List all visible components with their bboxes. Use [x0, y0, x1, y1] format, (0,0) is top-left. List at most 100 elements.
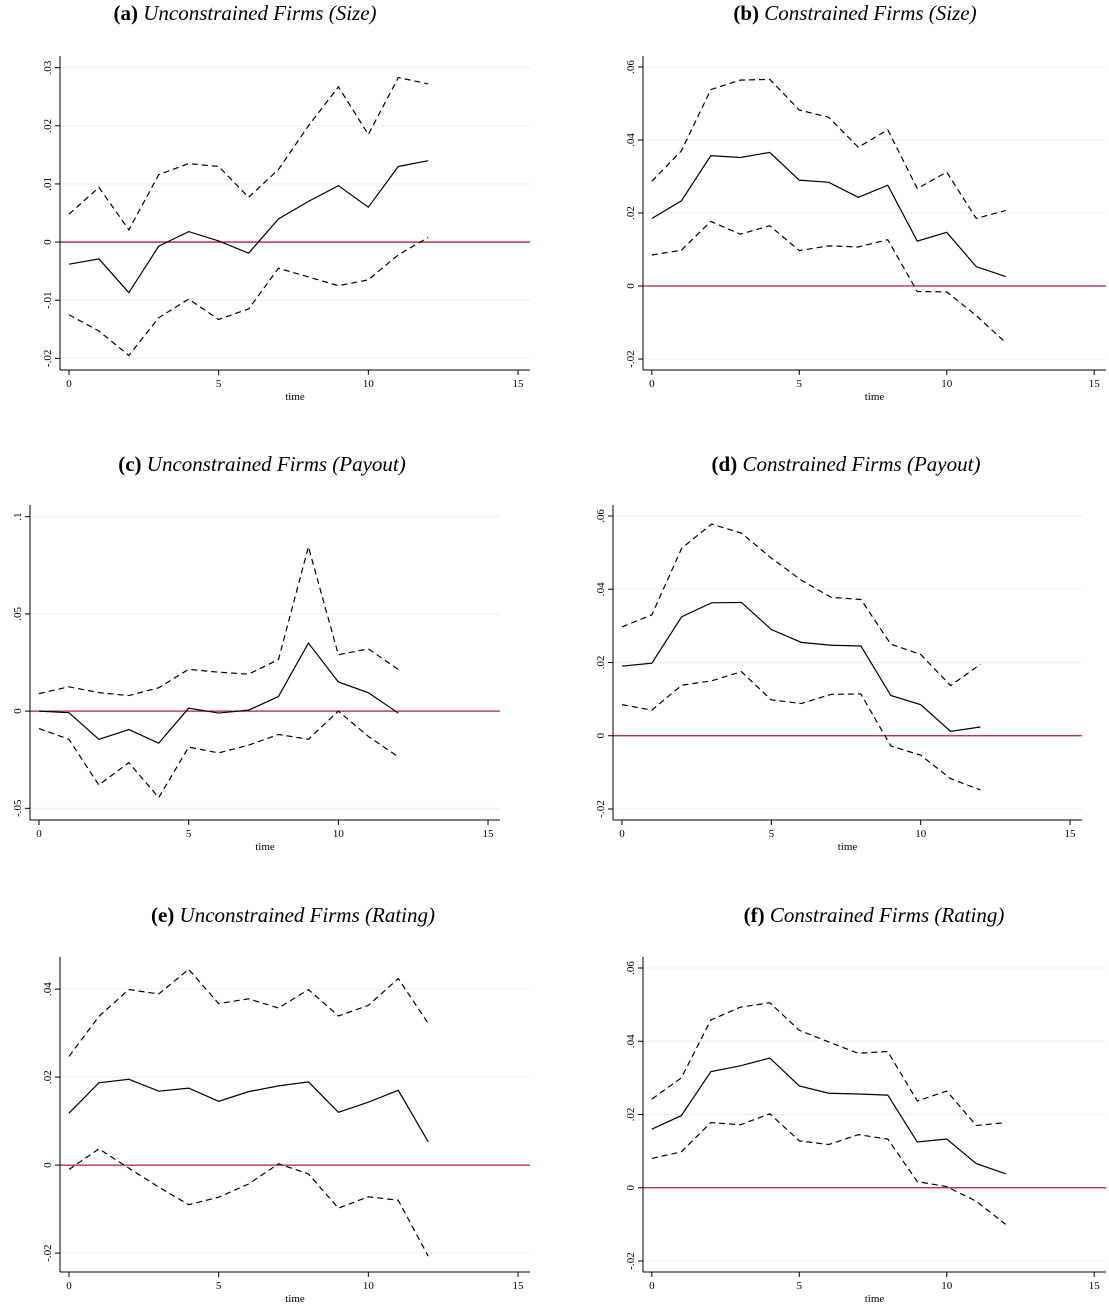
- y-tick-label: .04: [625, 133, 637, 147]
- panel-label: (a): [113, 1, 138, 25]
- x-tick-label: 15: [513, 1280, 525, 1292]
- y-tick-label: .06: [625, 961, 637, 975]
- y-tick-label: .1: [12, 513, 24, 521]
- x-tick-label: 15: [1089, 378, 1101, 390]
- series-line: [68, 236, 429, 357]
- series-line: [38, 710, 399, 799]
- panel: (a) Unconstrained Firms (Size) -.02 -.01 0.…: [42, 1, 530, 403]
- y-tick-label: .04: [625, 1034, 637, 1048]
- y-tick-label: -.02: [42, 1244, 54, 1261]
- y-tick-label: -.02: [42, 350, 54, 367]
- y-tick-label: .02: [625, 206, 637, 220]
- x-tick-label: 5: [186, 828, 192, 840]
- x-tick-label: 10: [941, 378, 953, 390]
- panel-label: (b): [733, 1, 759, 25]
- series-line: [621, 601, 981, 732]
- x-axis-label: time: [865, 391, 885, 403]
- x-tick-label: 5: [797, 1280, 803, 1292]
- panel-title-text: Constrained Firms (Payout): [742, 452, 980, 476]
- series-line: [68, 1148, 429, 1257]
- x-axis-label: time: [838, 841, 858, 853]
- x-tick-label: 15: [483, 828, 495, 840]
- panel-label: (d): [712, 452, 738, 476]
- x-tick-label: 5: [769, 828, 775, 840]
- panel-title-text: Constrained Firms (Rating): [770, 903, 1005, 927]
- y-tick-label: .02: [42, 119, 54, 133]
- series-line: [38, 544, 399, 697]
- series-line: [621, 523, 981, 687]
- x-tick-label: 15: [513, 378, 525, 390]
- y-tick-label: -.05: [12, 799, 24, 817]
- panel-title: (e) Unconstrained Firms (Rating): [151, 903, 435, 927]
- x-tick-label: 5: [216, 378, 222, 390]
- panel-title: (d) Constrained Firms (Payout): [712, 452, 981, 476]
- x-axis-label: time: [255, 841, 275, 853]
- x-tick-label: 0: [649, 1280, 655, 1292]
- x-axis-label: time: [285, 391, 305, 403]
- x-tick-label: 10: [915, 828, 927, 840]
- series-line: [68, 160, 429, 294]
- y-tick-label: -.02: [625, 350, 637, 367]
- panel: (d) Constrained Firms (Payout) -.02 0 .02 .0…: [595, 452, 1082, 853]
- series-line: [651, 220, 1007, 344]
- panel: (c) Unconstrained Firms (Payout) -.05 0 .05…: [12, 452, 500, 853]
- x-tick-label: 0: [619, 828, 625, 840]
- x-tick-label: 0: [66, 378, 72, 390]
- y-tick-label: .05: [12, 607, 24, 621]
- y-tick-label: .02: [595, 656, 607, 670]
- panel-title: (f) Constrained Firms (Rating): [744, 903, 1005, 927]
- y-tick-label: 0: [42, 1162, 54, 1168]
- panel-title: (a) Unconstrained Firms (Size): [113, 1, 376, 25]
- panel: (f) Constrained Firms (Rating) -.02 0 .02 .0…: [625, 903, 1106, 1305]
- series-line: [651, 1002, 1006, 1127]
- panel-title: (b) Constrained Firms (Size): [733, 1, 976, 25]
- x-tick-label: 15: [1065, 828, 1077, 840]
- x-tick-label: 10: [941, 1280, 953, 1292]
- y-tick-label: .01: [42, 177, 54, 191]
- series-line: [38, 641, 399, 744]
- series-line: [651, 1057, 1006, 1175]
- y-tick-label: .06: [625, 60, 637, 74]
- series-line: [651, 151, 1006, 278]
- y-tick-label: 0: [625, 1185, 637, 1191]
- y-tick-label: .02: [625, 1108, 637, 1122]
- x-axis-label: time: [285, 1293, 305, 1305]
- panel-label: (e): [151, 903, 174, 927]
- y-tick-label: 0: [595, 733, 607, 739]
- y-tick-label: 0: [625, 283, 637, 289]
- panel-label: (f): [744, 903, 765, 927]
- x-tick-label: 10: [363, 378, 375, 390]
- y-tick-label: -.01: [42, 292, 54, 309]
- y-tick-label: 0: [12, 708, 24, 714]
- series-line: [68, 1078, 429, 1143]
- panel-title: (c) Unconstrained Firms (Payout): [118, 452, 406, 476]
- y-tick-label: .02: [42, 1070, 54, 1084]
- x-tick-label: 0: [36, 828, 42, 840]
- y-tick-label: .04: [595, 582, 607, 596]
- x-tick-label: 15: [1089, 1280, 1101, 1292]
- panel-title-text: Constrained Firms (Size): [764, 1, 976, 25]
- x-axis-label: time: [865, 1293, 885, 1305]
- panel-label: (c): [118, 452, 141, 476]
- y-tick-label: -.02: [595, 800, 607, 817]
- panel-title-text: Unconstrained Firms (Payout): [147, 452, 406, 476]
- y-tick-label: .03: [42, 60, 54, 74]
- panel-title-text: Unconstrained Firms (Rating): [180, 903, 435, 927]
- x-tick-label: 0: [649, 378, 655, 390]
- x-tick-label: 5: [797, 378, 803, 390]
- y-tick-label: -.02: [625, 1252, 637, 1269]
- y-tick-label: .04: [42, 982, 54, 996]
- series-line: [68, 968, 429, 1057]
- y-tick-label: .06: [595, 509, 607, 523]
- x-tick-label: 5: [216, 1280, 222, 1292]
- y-tick-label: 0: [42, 239, 54, 245]
- series-line: [651, 78, 1006, 220]
- x-tick-label: 10: [363, 1280, 375, 1292]
- x-tick-label: 0: [66, 1280, 72, 1292]
- panel: (b) Constrained Firms (Size) -.02 0 .02 .04.…: [625, 1, 1106, 403]
- panel-title-text: Unconstrained Firms (Size): [143, 1, 376, 25]
- x-tick-label: 10: [333, 828, 345, 840]
- series-line: [621, 670, 981, 791]
- series-line: [651, 1113, 1007, 1225]
